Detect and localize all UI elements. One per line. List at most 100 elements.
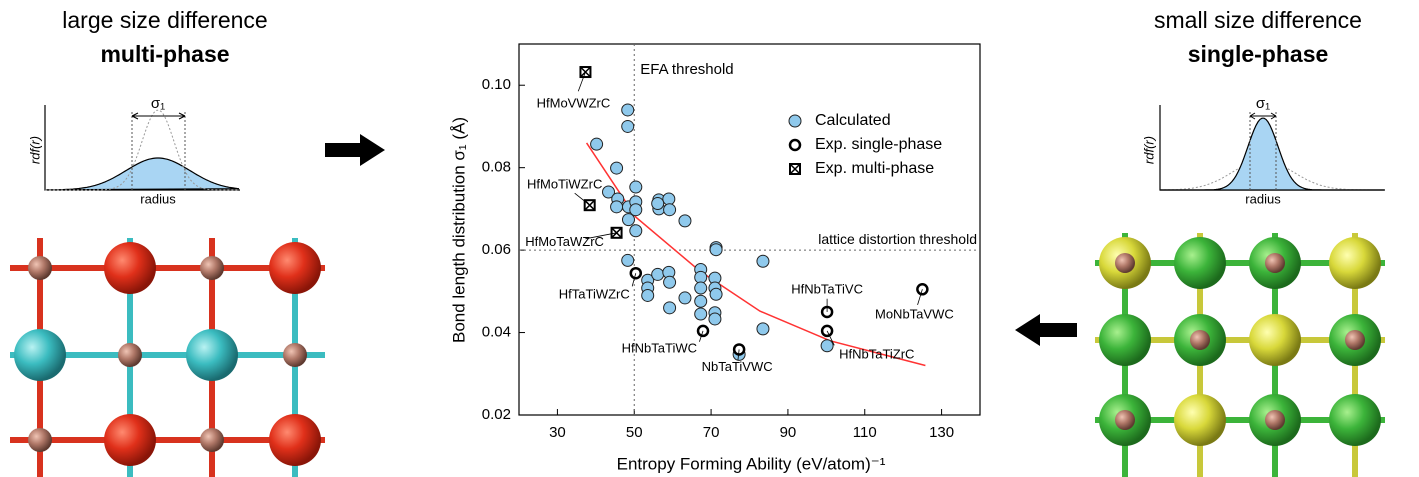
legend-label: Calculated [815, 112, 891, 129]
x-tick-label: 50 [626, 424, 643, 441]
y-tick-label: 0.06 [482, 241, 511, 258]
label-leader [577, 71, 586, 92]
y-tick-label: 0.08 [482, 159, 511, 176]
marker [621, 103, 635, 117]
marker [590, 137, 604, 151]
point-label: HfMoTiWZrC [527, 177, 602, 192]
point-label: HfNbTaTiVC [791, 281, 863, 296]
point-label: HfMoTaWZrC [525, 234, 604, 249]
atom [1115, 253, 1135, 273]
point [662, 192, 676, 206]
point-label: HfTaTiWZrC [559, 287, 630, 302]
radius-label: radius [140, 191, 176, 206]
rdf-plot [1159, 105, 1385, 191]
point [621, 103, 635, 117]
atom [118, 343, 142, 367]
atom [1249, 314, 1301, 366]
point [663, 203, 677, 217]
marker [663, 275, 677, 289]
arrow [1015, 314, 1077, 346]
point [678, 214, 692, 228]
marker [694, 270, 708, 284]
marker [629, 180, 643, 194]
point [694, 294, 708, 308]
x-tick-label: 70 [703, 424, 720, 441]
sigma-label: σ₁ [1256, 95, 1270, 112]
point-label: HfNbTaTiZrC [839, 346, 914, 361]
marker [756, 322, 770, 336]
legend-label: Exp. single-phase [815, 136, 942, 153]
marker [641, 288, 655, 302]
y-tick-label: 0.10 [482, 76, 511, 93]
marker [709, 287, 723, 301]
plot-frame [518, 43, 981, 416]
point [694, 307, 708, 321]
x-tick-label: 110 [853, 424, 877, 441]
marker [678, 291, 692, 305]
legend-marker [789, 163, 801, 175]
panel-title: large size difference [62, 7, 267, 33]
point [610, 161, 624, 175]
marker [621, 253, 635, 267]
atom [269, 242, 321, 294]
atom [1174, 394, 1226, 446]
label-leader [585, 232, 617, 240]
atom [200, 428, 224, 452]
atom [1265, 410, 1285, 430]
marker [651, 197, 665, 211]
point-label: HfMoVWZrC [537, 95, 611, 110]
label-leader [631, 273, 637, 287]
atom [1329, 237, 1381, 289]
marker [663, 301, 677, 315]
marker [694, 281, 708, 295]
marker [651, 267, 665, 281]
atom [269, 414, 321, 466]
rdf-label: rdf(r) [1141, 136, 1156, 164]
radius-label: radius [1245, 191, 1281, 206]
marker [621, 119, 635, 133]
panel-subtitle: multi-phase [100, 41, 229, 67]
panel-title: small size difference [1154, 7, 1362, 33]
point [678, 291, 692, 305]
atom [200, 256, 224, 280]
point-label: NbTaTiVWC [702, 359, 773, 374]
marker [629, 203, 643, 217]
point [621, 213, 635, 227]
point [602, 185, 616, 199]
point [590, 137, 604, 151]
atom [1174, 237, 1226, 289]
sigma-label: σ₁ [151, 95, 165, 112]
rdf-label: rdf(r) [27, 136, 42, 164]
point [788, 114, 802, 128]
marker [602, 185, 616, 199]
point [694, 270, 708, 284]
marker [709, 243, 723, 257]
threshold-label: lattice distortion threshold [818, 231, 977, 247]
point [820, 339, 834, 353]
marker [708, 312, 722, 326]
point [651, 197, 665, 211]
chart: 30 50 70 90 110 130 0.02 0.04 0.06 0.08 0.10 EFA th… [482, 43, 981, 441]
atom [14, 329, 66, 381]
atom [28, 256, 52, 280]
point-label: HfNbTaTiWC [622, 340, 697, 355]
marker [694, 294, 708, 308]
y-tick-label: 0.02 [482, 406, 511, 423]
marker [610, 161, 624, 175]
point-cross [579, 66, 591, 78]
point [663, 275, 677, 289]
point [629, 203, 643, 217]
point [694, 281, 708, 295]
x-tick-label: 130 [929, 424, 954, 441]
marker [678, 214, 692, 228]
arrow [325, 134, 385, 166]
atom [1190, 330, 1210, 350]
point-cross [584, 199, 596, 211]
atom [104, 414, 156, 466]
point [629, 180, 643, 194]
panel-subtitle: single-phase [1188, 41, 1329, 67]
point [709, 243, 723, 257]
x-axis-label: Entropy Forming Ability (eV/atom)⁻¹ [617, 454, 886, 473]
atom [1329, 394, 1381, 446]
